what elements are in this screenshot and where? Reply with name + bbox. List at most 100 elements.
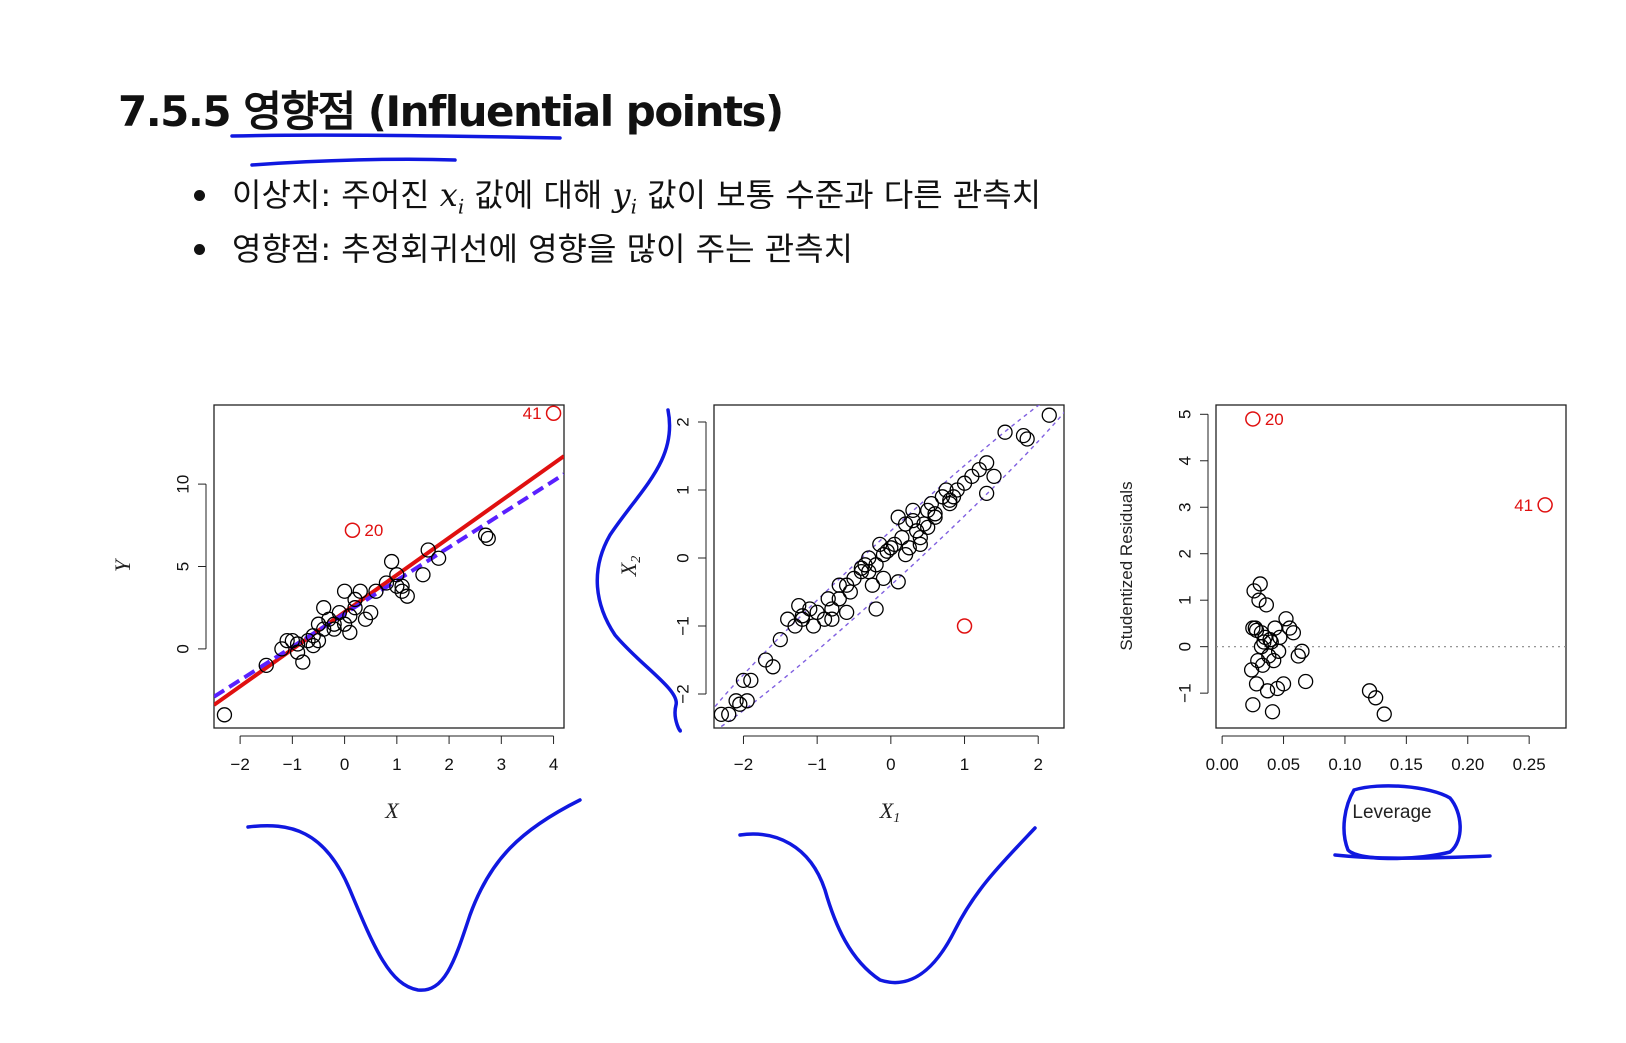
y-axis-label: Y bbox=[110, 557, 135, 572]
data-point bbox=[389, 578, 405, 594]
data-point bbox=[739, 693, 755, 709]
y-tick-label: 2 bbox=[673, 417, 692, 426]
bullet-text: 영향점: 추정회귀선에 영향을 많이 주는 관측치 bbox=[232, 230, 854, 268]
x-tick-label: 0.10 bbox=[1328, 755, 1361, 774]
bullet-dot bbox=[194, 244, 205, 255]
data-point bbox=[905, 502, 921, 519]
data-point bbox=[735, 672, 752, 689]
data-point bbox=[714, 706, 730, 723]
data-point bbox=[986, 468, 1002, 485]
data-point bbox=[1285, 625, 1302, 641]
highlight-label: 20 bbox=[1265, 410, 1284, 429]
x-tick-label: −2 bbox=[230, 755, 249, 774]
data-point bbox=[1041, 407, 1057, 423]
x-tick-label: 3 bbox=[497, 755, 506, 774]
data-point bbox=[794, 611, 811, 627]
data-point bbox=[1376, 706, 1392, 722]
data-point bbox=[415, 567, 431, 583]
data-point bbox=[875, 546, 892, 563]
chart-regression-xy: −2 −1 0 1 2 3 4 0 5 10 X Y 20 41 bbox=[110, 404, 565, 823]
y-tick-label: 10 bbox=[173, 475, 192, 494]
data-point bbox=[1270, 643, 1287, 659]
data-point bbox=[897, 516, 914, 532]
data-point bbox=[430, 550, 447, 566]
data-point bbox=[912, 536, 928, 553]
chart-leverage-residuals: 0.00 0.05 0.10 0.15 0.20 0.25 −1 0 1 2 3 4 5 Leverage… bbox=[1117, 404, 1567, 823]
highlight-point bbox=[1245, 411, 1261, 427]
page-title: 7.5.5 영향점 (Influential points) bbox=[118, 87, 784, 136]
y-tick-label: 5 bbox=[173, 562, 192, 571]
data-point bbox=[1258, 597, 1275, 613]
ink-leverage-underline bbox=[1333, 853, 1492, 860]
math-x-i: xi bbox=[439, 176, 465, 219]
data-point bbox=[1253, 639, 1270, 655]
data-point bbox=[912, 529, 928, 546]
x-tick-label: 1 bbox=[392, 755, 401, 774]
data-point bbox=[279, 633, 295, 649]
x-tick-label: −1 bbox=[283, 755, 302, 774]
data-point bbox=[861, 563, 877, 580]
y-tick-label: 4 bbox=[1175, 456, 1194, 465]
math-y-i: yi bbox=[612, 176, 637, 219]
data-point bbox=[772, 631, 788, 648]
y-tick-label: −2 bbox=[673, 684, 692, 703]
y-tick-label: −1 bbox=[1175, 683, 1194, 702]
x-tick-label: 0.15 bbox=[1390, 755, 1423, 774]
data-point bbox=[300, 633, 316, 649]
bullet-text-post: 값이 보통 수준과 다른 관측치 bbox=[636, 176, 1042, 214]
data-point bbox=[978, 455, 995, 471]
data-point bbox=[1278, 611, 1294, 627]
data-point bbox=[875, 570, 892, 587]
data-point bbox=[721, 706, 737, 723]
data-point bbox=[295, 654, 311, 670]
data-point bbox=[1248, 676, 1265, 692]
y-tick-label: 0 bbox=[1175, 642, 1194, 651]
data-point bbox=[868, 601, 884, 617]
x-axis-label: X bbox=[384, 798, 400, 823]
data-point bbox=[336, 616, 353, 632]
data-point bbox=[310, 616, 327, 632]
data-point bbox=[920, 519, 936, 536]
data-point bbox=[368, 583, 384, 599]
data-point bbox=[1367, 690, 1384, 706]
data-point bbox=[316, 621, 332, 637]
ink-leverage-circle bbox=[1342, 784, 1462, 861]
bullet-influential: 영향점: 추정회귀선에 영향을 많이 주는 관측치 bbox=[190, 222, 1041, 276]
x-tick-label: 0.20 bbox=[1451, 755, 1484, 774]
data-point bbox=[743, 672, 759, 689]
data-point bbox=[942, 492, 958, 508]
bullet-dot bbox=[194, 190, 205, 201]
data-point bbox=[274, 641, 290, 657]
y-axis-label: Studentized Residuals bbox=[1117, 481, 1136, 650]
x-tick-label: 4 bbox=[549, 755, 558, 774]
x-tick-label: 0.25 bbox=[1513, 755, 1546, 774]
y-tick-label: 1 bbox=[1175, 595, 1194, 604]
data-point bbox=[394, 578, 410, 594]
data-point bbox=[905, 512, 921, 529]
plot-area bbox=[214, 454, 564, 723]
x-axis-label: Leverage bbox=[1352, 802, 1431, 823]
data-point bbox=[1250, 652, 1266, 669]
bullet-outlier: 이상치: 주어진 xi 값에 대해 yi 값이 보통 수준과 다른 관측치 bbox=[190, 168, 1041, 222]
chart-x1-x2: −2 −1 0 1 2 −2 −1 0 1 2 X1 X2 bbox=[616, 404, 1065, 826]
data-point bbox=[420, 542, 436, 558]
data-point bbox=[820, 591, 836, 607]
ink-density-x2-curve bbox=[595, 408, 682, 733]
plot-area bbox=[1216, 576, 1566, 722]
data-point bbox=[383, 553, 400, 570]
data-point bbox=[352, 583, 368, 599]
data-point bbox=[347, 591, 363, 608]
data-point bbox=[1015, 427, 1032, 444]
ink-underline-subtitle bbox=[250, 157, 457, 167]
data-point bbox=[765, 659, 781, 675]
data-point bbox=[342, 608, 358, 624]
data-point bbox=[1266, 652, 1282, 669]
data-point bbox=[1247, 620, 1263, 636]
data-point bbox=[853, 560, 870, 576]
x-tick-label: 0 bbox=[886, 755, 895, 774]
data-point bbox=[480, 530, 496, 547]
bullet-text-pre: 이상치: 주어진 bbox=[232, 176, 440, 214]
x-axis-label: X1 bbox=[879, 798, 900, 826]
data-point bbox=[1019, 431, 1035, 447]
